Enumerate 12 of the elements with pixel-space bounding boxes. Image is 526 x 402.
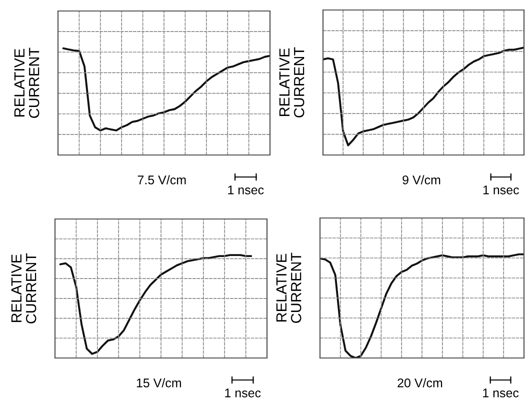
text: 1 nsec [228, 186, 264, 194]
x-axis-title: 7.5 V/cm [138, 175, 186, 184]
x-axis-title: 9 V/cm [402, 175, 440, 184]
y-axis-title: RELATIVE CURRENT [276, 252, 302, 323]
x-axis-title: 15 V/cm [136, 378, 181, 388]
text: 1 nsec [483, 388, 519, 398]
y-axis-title: RELATIVE CURRENT [14, 48, 40, 118]
x-axis-title: 20 V/cm [398, 378, 442, 388]
y-axis-title: RELATIVE CURRENT [11, 253, 36, 324]
y-axis-title: RELATIVE CURRENT [279, 47, 304, 118]
text: 1 nsec [483, 186, 519, 194]
text: 1 nsec [225, 388, 261, 398]
